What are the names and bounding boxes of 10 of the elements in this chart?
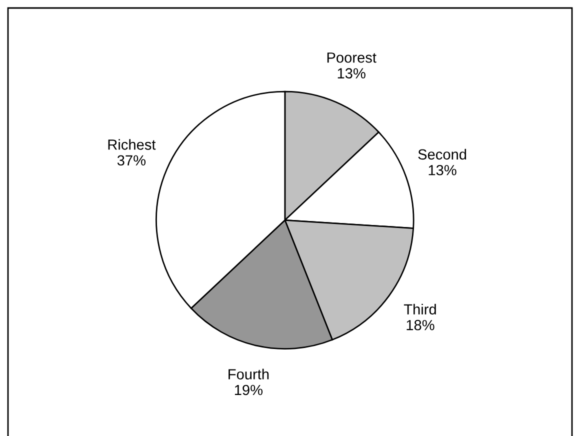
slice-label: Poorest xyxy=(327,52,376,63)
slice-label: Fourth xyxy=(228,368,269,380)
data-label: 19% xyxy=(234,384,263,396)
data-label: 13% xyxy=(338,68,366,78)
data-label: 37% xyxy=(117,155,146,166)
data-label: 13% xyxy=(428,164,456,176)
slice-label: Richest xyxy=(108,139,156,150)
slice-label: Second xyxy=(418,148,466,160)
slice-label: Third xyxy=(404,304,436,315)
data-label: 18% xyxy=(406,320,434,330)
